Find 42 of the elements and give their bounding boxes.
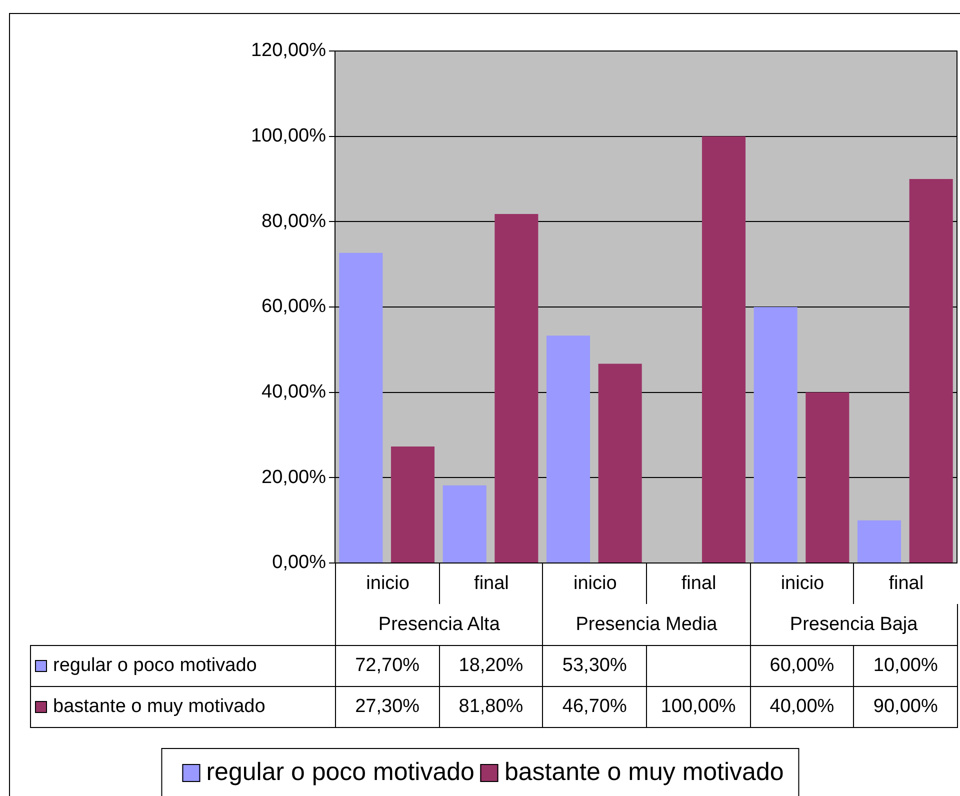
y-tick-label: 40,00% xyxy=(262,382,326,403)
y-tick-label: 20,00% xyxy=(262,466,326,488)
y-tick-label: 0,00% xyxy=(272,552,326,574)
bar xyxy=(702,136,746,562)
text: Presencia Media xyxy=(576,614,718,636)
data-label: 10,00% xyxy=(873,655,938,677)
text: bastante o muy motivado xyxy=(504,758,784,786)
bar xyxy=(442,485,486,562)
data-label: 90,00% xyxy=(873,696,938,718)
bar xyxy=(546,336,590,562)
bar xyxy=(806,392,850,562)
bar xyxy=(390,446,435,562)
x-tick-label: inicio xyxy=(780,572,824,594)
data-label: 27,30% xyxy=(355,696,420,718)
y-tick-label: 60,00% xyxy=(262,296,326,318)
data-label: 46,70% xyxy=(562,696,627,718)
text: Presencia Baja xyxy=(790,614,918,636)
y-tick-label: 80,00% xyxy=(262,210,326,232)
bar xyxy=(857,520,902,562)
x-tick-label: inicio xyxy=(366,572,410,594)
x-tick-label: final xyxy=(681,572,716,594)
bar xyxy=(909,179,953,562)
bar xyxy=(339,252,383,562)
data-label: 18,20% xyxy=(458,655,524,677)
data-label: 100,00% xyxy=(660,696,736,718)
text: Presencia Alta xyxy=(378,614,500,636)
bar xyxy=(494,214,538,562)
legend-label: bastante o muy motivado xyxy=(53,696,266,718)
data-label: 60,00% xyxy=(770,655,834,677)
data-label: 72,70% xyxy=(355,655,420,677)
text: regular o poco motivado xyxy=(206,758,474,786)
y-tick-label: 100,00% xyxy=(250,126,326,147)
bar xyxy=(754,307,798,562)
data-label: 81,80% xyxy=(458,696,524,718)
data-label: 40,00% xyxy=(770,696,834,718)
data-label: 53,30% xyxy=(562,655,627,677)
x-tick-label: final xyxy=(888,572,924,594)
legend-label: regular o poco motivado xyxy=(53,655,257,677)
x-tick-label: final xyxy=(474,572,509,594)
y-tick-label: 120,00% xyxy=(250,40,326,62)
x-tick-label: inicio xyxy=(574,572,617,594)
bar xyxy=(598,364,642,562)
